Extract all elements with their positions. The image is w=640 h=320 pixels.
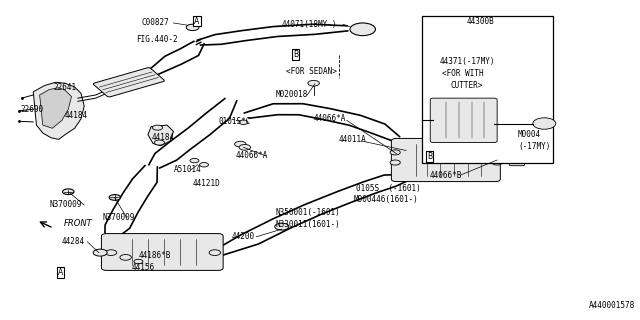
Circle shape <box>109 195 120 200</box>
Text: 44184: 44184 <box>65 111 88 120</box>
Text: <FOR WITH: <FOR WITH <box>442 69 484 78</box>
Circle shape <box>350 23 376 36</box>
FancyBboxPatch shape <box>509 145 525 166</box>
Text: 44184: 44184 <box>151 133 174 142</box>
FancyBboxPatch shape <box>93 68 164 97</box>
Text: 44300B: 44300B <box>467 17 494 26</box>
Text: FRONT: FRONT <box>64 219 93 228</box>
Text: 44066*A: 44066*A <box>236 151 268 160</box>
Text: 44066*B: 44066*B <box>429 171 462 180</box>
Text: 0101S*C: 0101S*C <box>218 117 250 126</box>
FancyBboxPatch shape <box>430 98 497 142</box>
Text: 44066*A: 44066*A <box>314 114 346 123</box>
Bar <box>422 16 552 163</box>
Circle shape <box>186 24 199 31</box>
Circle shape <box>152 125 163 130</box>
FancyBboxPatch shape <box>101 234 223 270</box>
Circle shape <box>63 189 74 195</box>
Text: N350001(-1601): N350001(-1601) <box>275 208 340 218</box>
Text: M000446(1601-): M000446(1601-) <box>354 195 419 204</box>
Text: CUTTER>: CUTTER> <box>451 81 483 90</box>
Text: B: B <box>427 152 432 161</box>
Circle shape <box>154 140 164 145</box>
Polygon shape <box>40 88 72 128</box>
Circle shape <box>105 250 116 255</box>
Circle shape <box>308 80 319 86</box>
Circle shape <box>235 141 246 147</box>
Text: N370009: N370009 <box>102 212 134 221</box>
Circle shape <box>239 120 248 124</box>
Text: (-17MY): (-17MY) <box>519 142 551 151</box>
Text: <FOR SEDAN>: <FOR SEDAN> <box>286 67 337 76</box>
Text: 22641: 22641 <box>54 83 77 92</box>
Text: 44371(-17MY): 44371(-17MY) <box>440 57 495 66</box>
Text: A440001578: A440001578 <box>589 301 636 310</box>
Text: M0004: M0004 <box>518 130 541 139</box>
Circle shape <box>209 250 221 255</box>
Circle shape <box>200 163 209 167</box>
Circle shape <box>134 259 143 264</box>
Polygon shape <box>33 82 84 140</box>
Text: M020018: M020018 <box>275 91 308 100</box>
Text: A: A <box>58 268 63 277</box>
Text: 44071(18MY-): 44071(18MY-) <box>282 20 337 29</box>
Text: 44121D: 44121D <box>193 179 220 188</box>
FancyBboxPatch shape <box>392 139 500 181</box>
Text: N370009: N370009 <box>49 200 81 209</box>
Circle shape <box>390 160 400 165</box>
Text: C00827: C00827 <box>141 18 170 27</box>
Circle shape <box>390 150 400 155</box>
Text: A: A <box>195 17 200 26</box>
Circle shape <box>239 144 250 150</box>
Text: 0105S  (-1601): 0105S (-1601) <box>356 184 421 193</box>
Polygon shape <box>148 125 173 146</box>
Text: A51014: A51014 <box>173 165 201 174</box>
Circle shape <box>93 249 107 256</box>
Text: 44156: 44156 <box>132 263 155 272</box>
Text: FIG.440-2: FIG.440-2 <box>136 35 178 44</box>
Circle shape <box>492 150 502 155</box>
Text: N330011(1601-): N330011(1601-) <box>275 220 340 229</box>
Circle shape <box>492 160 502 165</box>
Text: B: B <box>293 50 298 59</box>
Text: 44011A: 44011A <box>339 135 367 144</box>
Text: 44284: 44284 <box>62 237 85 246</box>
Text: 22690: 22690 <box>20 105 44 114</box>
Text: 44186*B: 44186*B <box>138 251 171 260</box>
Circle shape <box>275 223 289 230</box>
Text: 44200: 44200 <box>232 232 255 241</box>
Circle shape <box>120 254 131 260</box>
Circle shape <box>190 158 199 163</box>
Circle shape <box>533 118 556 129</box>
